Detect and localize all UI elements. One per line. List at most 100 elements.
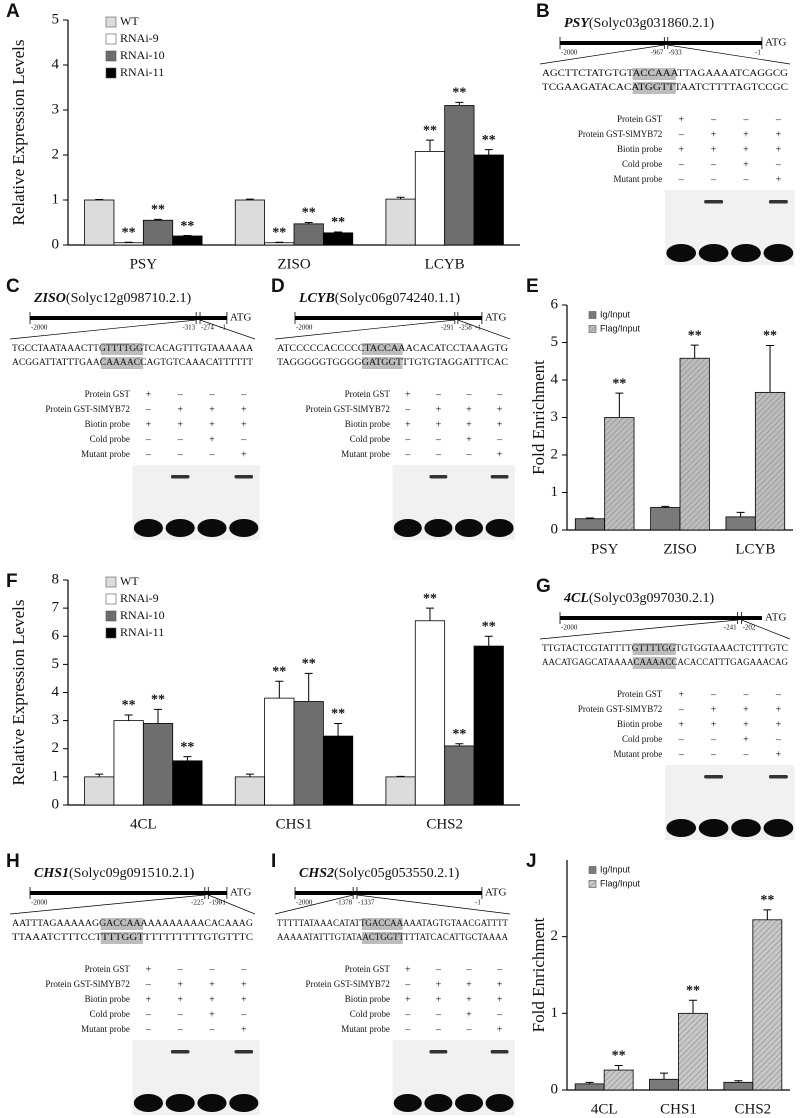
error-bar	[763, 909, 772, 920]
sign: +	[497, 419, 503, 430]
position-label: -2000	[296, 324, 313, 332]
sign: +	[466, 1009, 472, 1020]
position-label: -190	[209, 899, 222, 907]
zoom-line	[667, 44, 791, 65]
sign: +	[711, 129, 717, 140]
position-label: -225	[191, 899, 204, 907]
bar	[84, 776, 115, 806]
sign: –	[710, 689, 717, 700]
sign: +	[241, 979, 247, 990]
row-label: Protein GST	[617, 114, 663, 124]
sign: –	[240, 389, 247, 400]
y-axis-label: Fold Enrichment	[529, 917, 548, 1032]
gene-id: (Solyc03g097030.2.1)	[589, 591, 715, 606]
bar	[142, 219, 174, 246]
sign: +	[209, 404, 215, 415]
sign: –	[678, 159, 685, 170]
sign: –	[145, 404, 152, 415]
significance-label: **	[423, 591, 437, 606]
sign: –	[404, 979, 411, 990]
error-bar	[425, 139, 434, 152]
position-label: -1	[475, 899, 481, 907]
x-tick-label: PSY	[130, 256, 158, 272]
start-codon: ATG	[485, 887, 506, 899]
sign: –	[435, 389, 442, 400]
sign: –	[177, 1024, 184, 1035]
free-probe-band	[763, 819, 794, 837]
shifted-band	[490, 1050, 509, 1054]
free-probe-band	[393, 519, 422, 537]
sign: –	[466, 964, 473, 975]
sign: –	[496, 389, 503, 400]
zoom-line	[539, 619, 738, 640]
significance-label: **	[686, 984, 700, 999]
sequence: TTAAATCTTTCCTTTTGGTTTTTTTTTTGTGTTTC	[12, 932, 253, 942]
free-probe-band	[698, 819, 729, 837]
legend-swatch	[588, 311, 597, 319]
sign: +	[776, 719, 782, 730]
significance-label: **	[331, 707, 345, 722]
legend-label: RNAi-11	[120, 65, 164, 79]
sign: +	[241, 1024, 247, 1035]
motif-highlight	[632, 643, 676, 655]
shifted-band	[170, 1050, 190, 1054]
bar	[84, 199, 115, 246]
shifted-band	[768, 200, 788, 204]
row-label: Mutant probe	[614, 749, 663, 759]
motif-highlight	[100, 918, 144, 930]
start-codon: ATG	[765, 37, 786, 49]
row-label: Biotin probe	[617, 144, 662, 154]
significance-label: **	[482, 619, 496, 634]
sign: +	[436, 404, 442, 415]
sequence: AGCTTCTATGTGTACCAAATTAGAAAATCAGGCG	[542, 68, 789, 78]
legend-label: Flag/Input	[600, 878, 641, 888]
significance-label: **	[760, 893, 774, 908]
zoom-line	[539, 44, 665, 65]
legend-swatch	[105, 593, 117, 605]
sign: –	[240, 964, 247, 975]
x-tick-label: CHS2	[734, 1101, 771, 1117]
panel-letter: G	[536, 576, 551, 597]
y-axis-label: Relative Expression Levels	[9, 39, 28, 225]
sign: –	[496, 964, 503, 975]
bar	[414, 150, 446, 246]
significance-label: **	[151, 693, 165, 708]
position-label: -1	[220, 324, 226, 332]
sign: +	[466, 994, 472, 1005]
sign: +	[743, 734, 749, 745]
y-tick-label: 5	[52, 656, 60, 672]
bar	[113, 242, 144, 246]
sign: –	[678, 704, 685, 715]
sign: +	[776, 749, 782, 760]
motif-highlight	[632, 82, 676, 94]
free-probe-band	[731, 244, 761, 262]
sign: –	[145, 979, 152, 990]
bar	[650, 507, 681, 531]
gene-title: CHS2(Solyc05g053550.2.1)	[299, 866, 460, 881]
significance-label: **	[452, 727, 466, 742]
y-tick-label: 3	[52, 712, 60, 728]
sign: –	[775, 734, 782, 745]
error-bar	[455, 743, 464, 746]
free-probe-band	[485, 519, 514, 537]
error-bar	[734, 1080, 743, 1083]
bar	[113, 720, 144, 806]
sign: –	[775, 689, 782, 700]
gene-title: CHS1(Solyc09g091510.2.1)	[34, 866, 195, 881]
legend-label: RNAi-11	[120, 625, 164, 639]
bar	[293, 701, 324, 806]
free-probe-band	[165, 519, 195, 537]
row-label: Mutant probe	[614, 174, 663, 184]
legend-swatch	[588, 325, 597, 333]
sign: +	[241, 404, 247, 415]
position-label: -1378	[336, 899, 353, 907]
y-tick-label: 1	[52, 768, 60, 784]
y-tick-label: 4	[52, 684, 60, 700]
sign: +	[678, 719, 684, 730]
sign: +	[405, 964, 411, 975]
free-probe-band	[424, 519, 453, 537]
free-probe-band	[393, 1094, 422, 1112]
sequence: TTGTACTCGTATTTTGTTTTGGTGTGGTAAACTCTTTGTC	[542, 643, 788, 653]
bar	[142, 723, 174, 806]
sign: +	[776, 144, 782, 155]
